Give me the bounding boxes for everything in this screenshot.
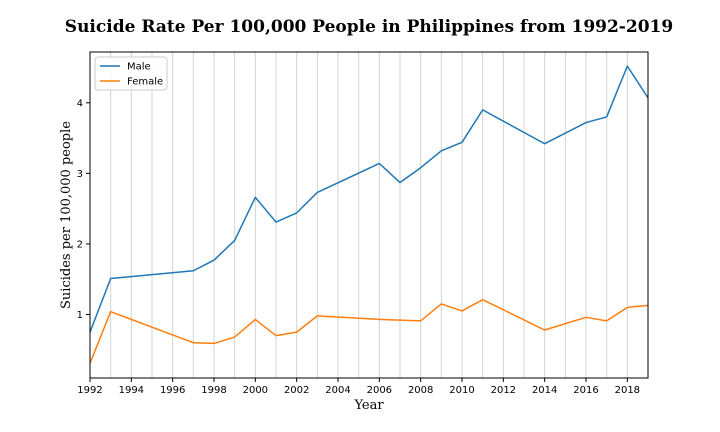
x-tick-label: 2010 — [449, 385, 474, 396]
x-axis-label: Year — [353, 398, 384, 413]
y-tick-label: 4 — [77, 98, 83, 109]
gridlines — [89, 52, 649, 378]
x-tick-label: 1992 — [77, 385, 102, 396]
x-tick-label: 2012 — [491, 385, 516, 396]
legend-label-female: Female — [127, 77, 163, 88]
y-axis-ticks: 1 2 3 4 — [77, 98, 90, 321]
x-tick-label: 2004 — [325, 385, 350, 396]
series-line-male — [89, 65, 649, 333]
y-axis-label: Suicides per 100,000 people — [59, 121, 74, 309]
legend: Male Female — [94, 56, 168, 91]
chart-title: Suicide Rate Per 100,000 People in Phili… — [65, 17, 673, 37]
y-tick-label: 3 — [77, 169, 83, 180]
x-tick-label: 1996 — [160, 385, 185, 396]
x-axis-ticks: 1992 1994 1996 1998 2000 2002 2004 2006 2008 2010… — [77, 378, 640, 396]
plot-frame — [89, 51, 649, 379]
y-tick-label: 1 — [77, 310, 83, 321]
x-tick-label: 1994 — [119, 385, 144, 396]
x-tick-label: 1998 — [201, 385, 226, 396]
x-tick-label: 2006 — [367, 385, 392, 396]
y-tick-label: 2 — [77, 239, 83, 250]
x-tick-label: 2008 — [408, 385, 433, 396]
legend-label-male: Male — [127, 62, 151, 73]
x-tick-label: 2014 — [532, 385, 557, 396]
x-tick-label: 2000 — [243, 385, 268, 396]
series-lines — [89, 65, 649, 364]
x-tick-label: 2002 — [284, 385, 309, 396]
x-tick-label: 2016 — [573, 385, 598, 396]
series-line-female — [89, 298, 649, 364]
x-tick-label: 2018 — [615, 385, 640, 396]
